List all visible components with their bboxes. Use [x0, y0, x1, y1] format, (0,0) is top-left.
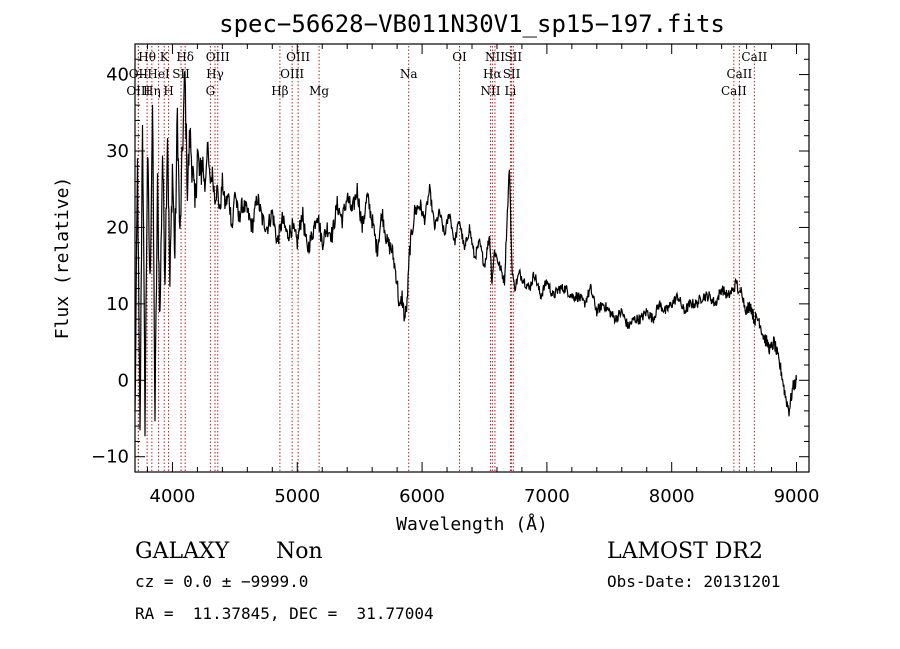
y-tick-label: 0: [118, 370, 129, 391]
spectral-line-label: Hη: [143, 84, 161, 98]
y-tick-label: 10: [106, 294, 129, 315]
spectral-line-label: Hα: [483, 67, 502, 81]
y-tick-label: 40: [106, 65, 129, 86]
spectral-line-label: SII: [504, 50, 522, 64]
spectral-line-label: Na: [400, 67, 418, 81]
y-tick-label: −10: [91, 447, 129, 468]
spectral-line-label: CaII: [741, 50, 767, 64]
plot-frame: [134, 43, 810, 473]
y-axis-ticks: −10 0 10 20 30 40: [91, 43, 809, 468]
x-axis-ticks: 4000 5000 6000 7000 8000 9000: [146, 44, 820, 507]
spectral-line-markers: [137, 46, 755, 472]
x-axis-label: Wavelength (Å): [396, 513, 548, 535]
x-tick-label: 6000: [399, 486, 445, 507]
redshift-line: cz = 0.0 ± −9999.0: [135, 572, 308, 591]
x-tick-label: 7000: [524, 486, 570, 507]
spectral-line-label: OII: [129, 67, 149, 81]
spectral-line-label: OIII: [286, 50, 310, 64]
spectral-line-label: Hβ: [271, 84, 288, 98]
y-tick-label: 20: [106, 217, 129, 238]
spectral-line-label: Li: [505, 84, 517, 98]
spectral-line-label: OIII: [126, 84, 150, 98]
spectral-line-label: Mg: [309, 84, 329, 98]
spectral-line-label: Hδ: [176, 50, 194, 64]
spectral-line-label: CaII: [721, 84, 747, 98]
spectral-line-label: Hγ: [206, 67, 224, 81]
x-tick-label: 5000: [274, 486, 320, 507]
spectral-line-label: CaII: [726, 67, 752, 81]
flux-series-line: [134, 71, 798, 437]
spectral-line-label: SII: [172, 67, 190, 81]
survey-name: LAMOST DR2: [607, 539, 763, 564]
y-axis-label: Flux (relative): [52, 177, 73, 340]
observation-date: Obs-Date: 20131201: [607, 572, 780, 591]
object-subclass: Non: [276, 539, 323, 564]
spectral-line-label: OI: [452, 50, 467, 64]
chart-title: spec−56628−VB011N30V1_sp15−197.fits: [219, 10, 725, 38]
spectral-line-label: OIII: [206, 50, 230, 64]
x-tick-label: 8000: [649, 486, 695, 507]
spectral-line-label: OIII: [280, 67, 304, 81]
spectral-line-label: H: [163, 84, 173, 98]
object-class: GALAXY: [135, 539, 230, 564]
spectral-line-label: HeI: [147, 67, 170, 81]
coordinates-line: RA = 11.37845, DEC = 31.77004: [135, 604, 434, 623]
spectral-line-label: NII: [485, 50, 505, 64]
spectral-line-label: NII: [480, 84, 500, 98]
x-tick-label: 9000: [774, 486, 820, 507]
spectral-line-label: G: [206, 84, 216, 98]
spectral-line-label: K: [160, 50, 170, 64]
spectral-line-label: Hθ: [138, 50, 156, 64]
spectral-line-label: SII: [503, 67, 521, 81]
y-tick-label: 30: [106, 141, 129, 162]
x-tick-label: 4000: [150, 486, 196, 507]
